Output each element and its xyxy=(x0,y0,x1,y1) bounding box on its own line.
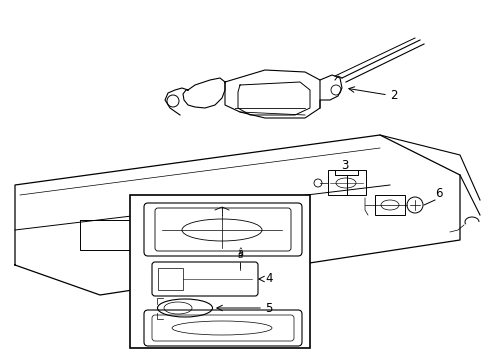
Bar xyxy=(158,268,183,290)
Text: 6: 6 xyxy=(434,186,442,199)
Text: 5: 5 xyxy=(264,302,272,315)
Bar xyxy=(327,170,365,195)
Text: 2: 2 xyxy=(389,89,397,102)
Text: 4: 4 xyxy=(264,273,272,285)
Text: â: â xyxy=(237,251,242,260)
Bar xyxy=(130,195,309,348)
Text: 3: 3 xyxy=(341,158,348,171)
Bar xyxy=(374,195,404,215)
Text: 1: 1 xyxy=(235,253,242,266)
Text: â: â xyxy=(237,248,243,258)
